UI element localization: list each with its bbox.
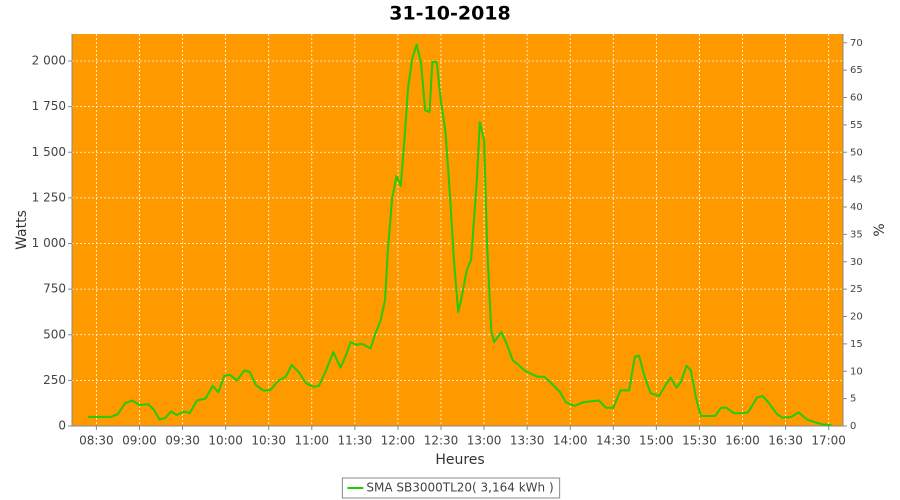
- y-tick-label: 1 000: [32, 236, 66, 250]
- y2-tick-label: 15: [850, 339, 863, 350]
- y2-tick-label: 45: [850, 175, 863, 186]
- x-tick-label: 11:30: [338, 434, 373, 448]
- x-tick-label: 11:00: [294, 434, 329, 448]
- x-tick-label: 15:30: [682, 434, 717, 448]
- y2-tick-label: 0: [850, 421, 856, 432]
- x-tick-label: 08:30: [79, 434, 114, 448]
- x-tick-label: 12:30: [424, 434, 459, 448]
- y2-tick-label: 35: [850, 229, 863, 240]
- y-tick-label: 2 000: [32, 54, 66, 68]
- plot-area: [72, 34, 843, 426]
- y2-axis-label: %: [872, 223, 888, 236]
- y2-tick-label: 20: [850, 312, 863, 323]
- legend-item: SMA SB3000TL20( 3,164 kWh ): [341, 477, 561, 499]
- legend-box: [341, 477, 561, 499]
- chart-title: 31-10-2018: [389, 3, 511, 25]
- x-tick-label: 14:30: [596, 434, 631, 448]
- y2-tick-label: 40: [850, 202, 863, 213]
- x-tick-label: 14:00: [553, 434, 588, 448]
- x-tick-label: 16:30: [768, 434, 803, 448]
- y2-tick-label: 65: [850, 65, 863, 76]
- y2-tick-label: 50: [850, 147, 863, 158]
- x-tick-label: 16:00: [725, 434, 760, 448]
- y-tick-label: 500: [43, 327, 66, 341]
- legend-label: SMA SB3000TL20( 3,164 kWh ): [366, 481, 553, 495]
- y-axis-label: Watts: [14, 210, 30, 250]
- x-tick-label: 15:00: [639, 434, 674, 448]
- x-tick-label: 10:30: [251, 434, 286, 448]
- x-tick-label: 09:30: [165, 434, 200, 448]
- x-tick-label: 13:30: [510, 434, 545, 448]
- y2-tick-label: 25: [850, 284, 863, 295]
- y2-tick-label: 70: [850, 38, 863, 49]
- y2-tick-label: 5: [850, 394, 856, 405]
- data-line: [87, 43, 832, 427]
- x-tick-label: 17:00: [811, 434, 846, 448]
- y-tick-label: 1 500: [32, 145, 66, 159]
- y2-tick-label: 30: [850, 257, 863, 268]
- y-tick-label: 1 250: [32, 190, 66, 204]
- y2-tick-label: 10: [850, 366, 863, 377]
- x-tick-label: 10:00: [208, 434, 243, 448]
- x-tick-label: 13:00: [467, 434, 502, 448]
- x-tick-label: 12:00: [381, 434, 416, 448]
- y-tick-label: 1 750: [32, 99, 66, 113]
- y-tick-label: 0: [58, 419, 66, 433]
- y2-tick-label: 60: [850, 93, 863, 104]
- x-axis-label: Heures: [435, 452, 484, 468]
- x-tick-label: 09:00: [122, 434, 157, 448]
- y2-tick-label: 55: [850, 120, 863, 131]
- y-tick-label: 750: [43, 282, 66, 296]
- y-tick-label: 250: [43, 373, 66, 387]
